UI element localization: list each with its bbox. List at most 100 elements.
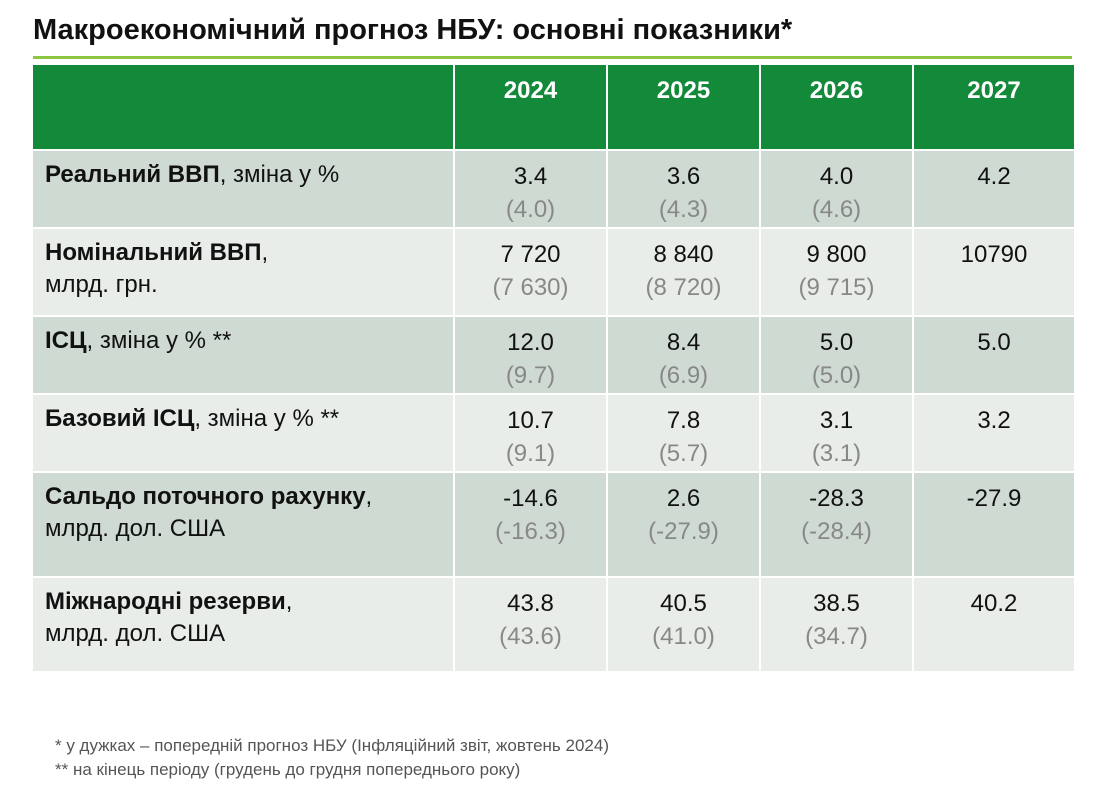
value-cell: 3.1 (3.1): [761, 395, 912, 471]
value-cell: 38.5 (34.7): [761, 578, 912, 671]
previous-value: (5.0): [811, 362, 862, 389]
current-value: 4.0: [819, 163, 854, 190]
value-cell: 5.0 (5.0): [761, 317, 912, 393]
previous-value: (5.7): [658, 440, 709, 467]
current-value: 43.8: [507, 590, 554, 617]
value-cell: 10.7 (9.1): [455, 395, 606, 471]
current-value: 38.5: [813, 590, 860, 617]
value-cell: -27.9: [914, 473, 1074, 576]
current-value: 5.0: [819, 329, 854, 356]
value-cell: 10790: [914, 229, 1074, 315]
year-header: 2024: [455, 65, 606, 149]
value-cell: 8.4 (6.9): [608, 317, 759, 393]
previous-value: (9 715): [798, 274, 875, 301]
previous-value: (34.7): [805, 623, 868, 650]
value-cell: 9 800 (9 715): [761, 229, 912, 315]
current-value: 8 840: [653, 241, 714, 268]
row-label: Реальний ВВП, зміна у %: [33, 151, 453, 227]
current-value: 10790: [960, 241, 1028, 268]
value-cell: 43.8 (43.6): [455, 578, 606, 671]
label-bold: Сальдо поточного рахунку: [45, 483, 366, 510]
previous-value: (4.6): [811, 196, 862, 223]
current-value: 3.6: [666, 163, 701, 190]
year-header: 2025: [608, 65, 759, 149]
header-corner: [33, 65, 453, 149]
current-value: 40.5: [660, 590, 707, 617]
title: Макроекономічний прогноз НБУ: основні по…: [33, 14, 793, 46]
value-cell: 3.4 (4.0): [455, 151, 606, 227]
previous-value: (43.6): [499, 623, 562, 650]
current-value: 12.0: [507, 329, 554, 356]
label-rest: , зміна у %: [219, 161, 340, 188]
value-cell: -14.6 (-16.3): [455, 473, 606, 576]
current-value: 2.6: [666, 485, 701, 512]
value-cell: 7.8 (5.7): [608, 395, 759, 471]
current-value: 3.4: [513, 163, 548, 190]
current-value: 7 720: [500, 241, 561, 268]
current-value: 4.2: [977, 163, 1011, 190]
value-cell: 5.0: [914, 317, 1074, 393]
current-value: -27.9: [966, 485, 1022, 512]
table-row: Номінальний ВВП, млрд. грн. 7 720 (7 630) 8 …: [33, 229, 1074, 315]
value-cell: 7 720 (7 630): [455, 229, 606, 315]
current-value: 7.8: [666, 407, 701, 434]
year-header: 2027: [914, 65, 1074, 149]
value-cell: 3.2: [914, 395, 1074, 471]
value-cell: 3.6 (4.3): [608, 151, 759, 227]
row-label: Номінальний ВВП, млрд. грн.: [33, 229, 453, 315]
value-cell: 4.0 (4.6): [761, 151, 912, 227]
current-value: 3.2: [977, 407, 1011, 434]
previous-value: (-27.9): [648, 518, 719, 545]
label-rest: , зміна у % **: [194, 405, 340, 432]
previous-value: (4.0): [505, 196, 556, 223]
current-value: 40.2: [970, 590, 1018, 617]
header-row: 2024 2025 2026 2027: [33, 65, 1074, 149]
previous-value: (8 720): [645, 274, 722, 301]
forecast-table: 2024 2025 2026 2027 Реальний ВВП, зміна у %…: [31, 63, 1076, 673]
previous-value: (9.7): [505, 362, 556, 389]
previous-value: (4.3): [658, 196, 709, 223]
table-row: ІСЦ, зміна у % ** 12.0 (9.7) 8.4 (6.9) 5.0 (5.…: [33, 317, 1074, 393]
value-cell: 2.6 (-27.9): [608, 473, 759, 576]
previous-value: (3.1): [811, 440, 862, 467]
previous-value: (-16.3): [495, 518, 566, 545]
current-value: 8.4: [666, 329, 701, 356]
label-rest: ,: [365, 483, 373, 510]
title-rule: [33, 56, 1072, 59]
current-value: 5.0: [977, 329, 1011, 356]
row-label: Базовий ІСЦ, зміна у % **: [33, 395, 453, 471]
label-line2: млрд. грн.: [45, 271, 158, 298]
label-bold: Номінальний ВВП: [45, 239, 262, 266]
value-cell: 4.2: [914, 151, 1074, 227]
previous-value: (6.9): [658, 362, 709, 389]
value-cell: 40.2: [914, 578, 1074, 671]
current-value: 3.1: [819, 407, 854, 434]
row-label: ІСЦ, зміна у % **: [33, 317, 453, 393]
table-row: Базовий ІСЦ, зміна у % ** 10.7 (9.1) 7.8 (5.…: [33, 395, 1074, 471]
previous-value: (9.1): [505, 440, 556, 467]
previous-value: (-28.4): [801, 518, 872, 545]
label-bold: Міжнародні резерви: [45, 588, 286, 615]
current-value: 9 800: [806, 241, 867, 268]
current-value: 10.7: [507, 407, 554, 434]
year-header: 2026: [761, 65, 912, 149]
row-label: Сальдо поточного рахунку, млрд. дол. США: [33, 473, 453, 576]
table-row: Реальний ВВП, зміна у % 3.4 (4.0) 3.6 (4.3) 4…: [33, 151, 1074, 227]
footnotes: * у дужках – попередній прогноз НБУ (Інф…: [55, 734, 609, 782]
current-value: -28.3: [809, 485, 864, 512]
label-bold: Базовий ІСЦ: [45, 405, 195, 432]
previous-value: (41.0): [652, 623, 715, 650]
label-bold: ІСЦ: [45, 327, 87, 354]
table-row: Міжнародні резерви, млрд. дол. США 43.8 (43…: [33, 578, 1074, 671]
previous-value: (7 630): [492, 274, 569, 301]
row-label: Міжнародні резерви, млрд. дол. США: [33, 578, 453, 671]
label-line2: млрд. дол. США: [45, 515, 226, 542]
label-rest: , зміна у % **: [86, 327, 232, 354]
footnote: * у дужках – попередній прогноз НБУ (Інф…: [55, 736, 609, 755]
footnote: ** на кінець періоду (грудень до грудня …: [55, 760, 521, 779]
value-cell: 8 840 (8 720): [608, 229, 759, 315]
label-line2: млрд. дол. США: [45, 620, 226, 647]
label-rest: ,: [261, 239, 269, 266]
value-cell: 40.5 (41.0): [608, 578, 759, 671]
